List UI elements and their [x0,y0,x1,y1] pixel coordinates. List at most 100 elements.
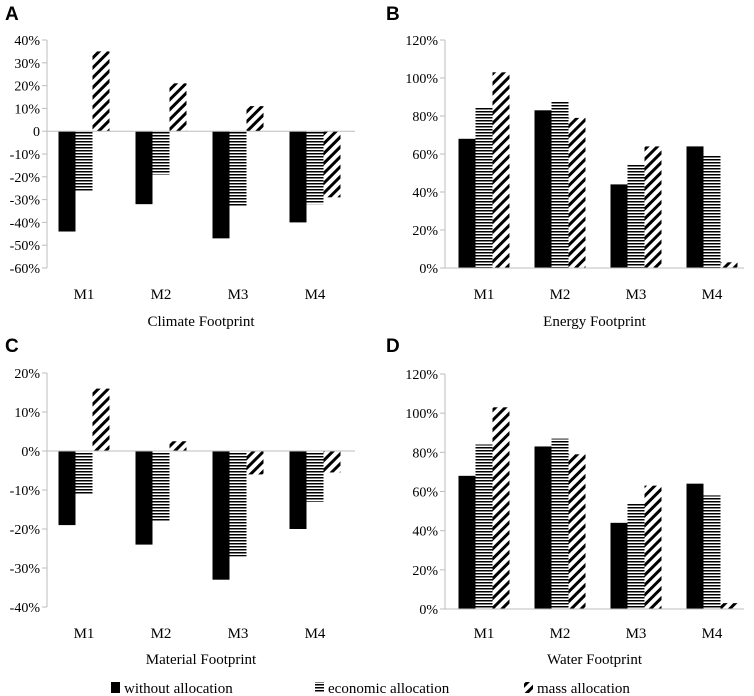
category-label: M2 [151,626,172,642]
bar-a-m3-economic [229,131,247,207]
y-tick-label: 60% [412,148,438,163]
bar-d-m3-economic [627,503,645,609]
bar-d-m1-mass [492,407,510,609]
bar-b-m4-economic [703,155,721,268]
category-label: M3 [228,626,249,642]
bar-a-m4-economic [306,131,324,205]
bar-a-m4-mass [323,131,341,198]
bar-c-m4-without [289,451,307,529]
bar-a-m1-without [58,131,76,232]
bar-b-m4-mass [720,262,738,268]
bar-d-m2-economic [551,438,569,609]
bar-d-m2-without [534,446,552,609]
bar-a-m3-mass [246,106,264,132]
category-label: M4 [305,626,326,642]
bar-b-m2-mass [568,117,586,269]
y-tick-label: 100% [405,72,438,87]
panel-letter-c: C [5,336,19,357]
bar-d-m2-mass [568,454,586,609]
y-tick-label: 30% [14,57,40,72]
bar-d-m1-economic [475,444,493,609]
category-label: M1 [474,626,495,642]
bar-b-m1-mass [492,72,510,268]
category-label: M3 [626,626,647,642]
y-tick-label: 120% [405,34,438,49]
legend-swatch-mass [524,682,533,693]
legend-swatch-without [111,682,120,693]
y-tick-label: -30% [10,562,41,577]
category-label: M2 [151,287,172,303]
bar-d-m1-without [458,475,476,609]
chart-title-c: Material Footprint [146,652,257,668]
category-label: M1 [74,287,95,303]
category-label: M2 [550,626,571,642]
y-tick-label: 80% [412,446,438,461]
y-tick-label: 40% [412,186,438,201]
y-tick-label: 60% [412,486,438,501]
bar-b-m3-mass [644,146,662,268]
bar-a-m2-economic [152,131,170,175]
y-tick-label: -10% [10,484,41,499]
category-label: M4 [305,287,326,303]
bar-c-m1-mass [92,388,110,451]
bar-c-m3-economic [229,451,247,557]
bar-c-m4-economic [306,451,324,502]
bar-a-m4-without [289,131,307,223]
legend-label-economic: economic allocation [328,681,450,696]
bar-d-m3-without [610,522,628,609]
y-tick-label: -20% [10,523,41,538]
chart-panel-d: D 120% 100% 80% 60% 40% 20% 0% M1 M2 M3 M4 Water Foo… [386,336,744,668]
chart-panel-c: C 20% 10% 0% -10% -20% -30% -40% M1 M2 M3 M4 Materia… [5,336,355,668]
bar-a-m1-economic [75,131,93,191]
category-label: M1 [74,626,95,642]
bar-a-m1-mass [92,51,110,132]
legend-label-without: without allocation [124,681,233,696]
y-tick-label: 0% [419,603,438,618]
bar-d-m4-without [686,483,704,609]
chart-panel-b: B 120% 100% 80% 60% 40% 20% 0% M1 M2 M3 M4 Energy Fo… [386,4,744,330]
y-tick-label: 40% [412,525,438,540]
y-tick-label: 40% [14,34,40,49]
y-tick-label: -50% [10,239,41,254]
y-tick-label: -40% [10,216,41,231]
y-tick-label: -60% [10,262,41,277]
category-label: M3 [626,287,647,303]
legend-label-mass: mass allocation [537,681,630,696]
bar-b-m3-without [610,184,628,268]
bar-a-m2-mass [169,83,187,132]
y-tick-label: 20% [412,224,438,239]
bar-a-m2-without [135,131,153,205]
y-tick-label: 80% [412,110,438,125]
chart-title-d: Water Footprint [547,652,643,668]
y-tick-label: 0% [21,445,40,460]
category-label: M1 [474,287,495,303]
bar-b-m2-without [534,110,552,268]
y-tick-label: -20% [10,171,41,186]
bar-d-m4-mass [720,603,738,609]
category-label: M4 [702,626,723,642]
y-tick-label: 20% [412,564,438,579]
y-tick-label: -10% [10,148,41,163]
panel-letter-b: B [386,4,400,25]
bar-b-m1-without [458,138,476,268]
panel-letter-d: D [386,336,400,357]
y-tick-label: 0 [33,125,40,140]
chart-title-b: Energy Footprint [543,314,646,330]
bar-a-m3-without [212,131,230,239]
bar-c-m1-without [58,451,76,526]
bar-c-m3-without [212,451,230,580]
bar-c-m1-economic [75,451,93,494]
category-label: M4 [702,287,723,303]
bar-b-m1-economic [475,106,493,268]
y-tick-label: -30% [10,194,41,209]
category-label: M2 [550,287,571,303]
legend: without allocation economic allocation m… [111,681,630,696]
legend-swatch-economic [315,682,324,693]
y-tick-label: 100% [405,407,438,422]
bar-c-m4-mass [323,451,341,473]
panel-letter-a: A [5,4,19,25]
bar-d-m4-economic [703,495,721,609]
y-tick-label: 120% [405,368,438,383]
bar-d-m3-mass [644,485,662,609]
bar-c-m2-without [135,451,153,545]
